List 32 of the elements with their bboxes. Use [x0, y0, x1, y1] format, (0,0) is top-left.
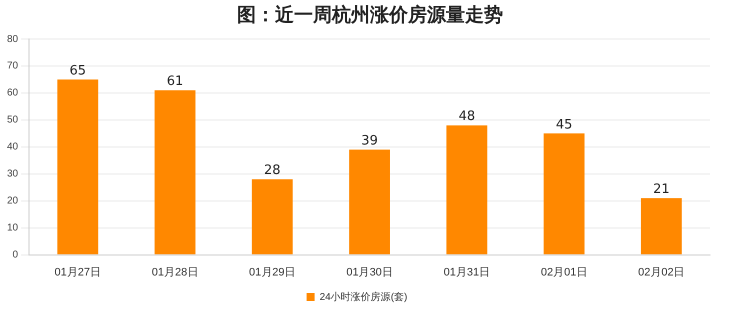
y-tick-label: 60 — [7, 88, 19, 99]
y-tick-label: 80 — [7, 34, 19, 45]
y-tick-label: 70 — [7, 60, 19, 72]
y-tick-label: 50 — [7, 114, 19, 126]
chart-title: 图：近一周杭州涨价房源量走势 — [236, 3, 504, 28]
y-tick-label: 20 — [7, 196, 19, 207]
x-tick-label: 02月01日 — [540, 266, 588, 278]
bar — [640, 198, 682, 254]
bar — [154, 90, 196, 254]
x-tick-label: 01月28日 — [152, 266, 198, 278]
bar — [544, 133, 585, 254]
x-tick-label: 02月02日 — [638, 266, 685, 278]
bar — [446, 125, 488, 254]
x-tick-label: 01月29日 — [249, 266, 296, 278]
x-tick-label: 01月30日 — [346, 266, 393, 278]
x-tick-label: 01月31日 — [444, 266, 490, 278]
y-tick-label: 30 — [7, 168, 19, 180]
data-label: 61 — [166, 74, 184, 90]
bar — [252, 179, 293, 254]
y-tick-label: 0 — [12, 250, 19, 261]
data-label: 48 — [458, 109, 476, 124]
legend-label: 24小时涨价房源(套) — [320, 290, 408, 303]
data-label: 21 — [653, 182, 670, 198]
bar — [349, 150, 390, 254]
x-tick-label: 01月27日 — [54, 266, 101, 278]
data-label: 28 — [264, 163, 281, 178]
data-label: 65 — [69, 63, 86, 78]
y-tick-label: 40 — [7, 142, 19, 153]
data-label: 45 — [556, 117, 572, 132]
y-tick-label: 10 — [7, 222, 19, 234]
data-label: 39 — [361, 133, 378, 148]
bar — [57, 79, 98, 254]
